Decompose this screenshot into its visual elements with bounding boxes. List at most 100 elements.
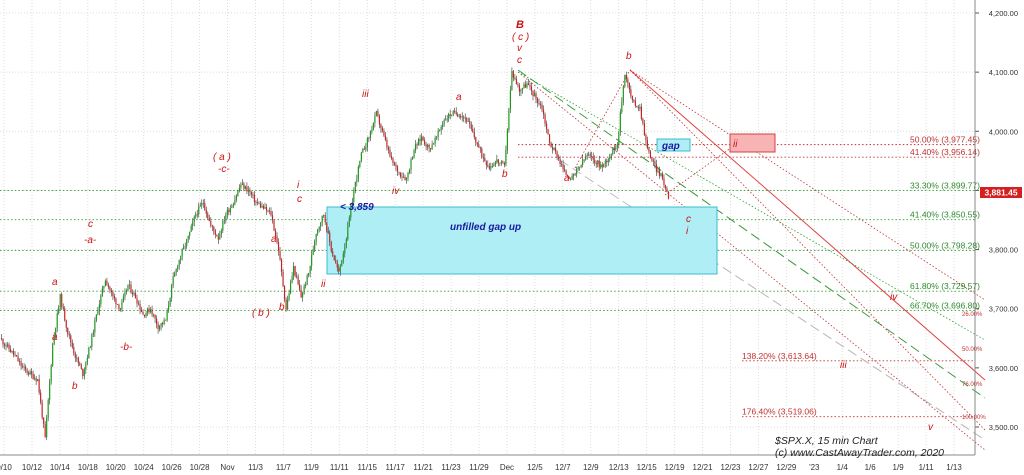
- candle-body: [446, 118, 448, 120]
- candle-body: [223, 220, 225, 222]
- candle-body: [512, 71, 515, 78]
- candle-body: [533, 93, 536, 97]
- candle-body: [306, 275, 308, 285]
- candle-body: [175, 268, 177, 274]
- candle-body: [80, 365, 82, 369]
- wave-label-a-1: a: [52, 277, 58, 288]
- candle-body: [270, 211, 272, 216]
- candle-body: [606, 160, 608, 163]
- candle-body: [417, 139, 420, 146]
- candle-body: [178, 260, 180, 268]
- x-tick-label: 0/10: [0, 463, 12, 472]
- candle-body: [190, 225, 192, 232]
- candle-body: [451, 115, 453, 117]
- candle-body: [198, 206, 200, 215]
- candle-body: [131, 292, 134, 295]
- candle-body: [244, 186, 247, 189]
- candle-body: [41, 402, 43, 418]
- candle-body: [169, 297, 171, 306]
- candle-body: [24, 366, 27, 370]
- candle-body: [76, 357, 78, 359]
- candle-body: [625, 74, 627, 80]
- candle-body: [464, 117, 466, 119]
- candle-body: [557, 157, 560, 159]
- candle-body: [430, 148, 432, 150]
- candle-body: [277, 242, 280, 252]
- candle-body: [482, 157, 484, 158]
- candle-body: [458, 115, 460, 117]
- candle-body: [202, 203, 204, 204]
- candle-body: [667, 191, 670, 199]
- candle-body: [168, 305, 170, 311]
- candle-body: [377, 110, 379, 116]
- x-tick-label: 12/23: [720, 463, 741, 472]
- wave-label-a-2: a: [52, 332, 58, 343]
- candle-body: [554, 148, 557, 152]
- candle-body: [508, 109, 510, 131]
- candle-body: [535, 93, 537, 99]
- candle-body: [118, 304, 120, 310]
- candle-body: [538, 102, 540, 104]
- minor-percent-label: 50.00%: [962, 347, 983, 353]
- wave-label-v-2: v: [928, 422, 934, 433]
- candle-body: [347, 225, 349, 240]
- candle-body: [46, 417, 48, 438]
- candle-body: [181, 249, 183, 257]
- candle-body: [553, 148, 555, 150]
- candle-body: [588, 154, 590, 156]
- x-tick-label: 11/17: [385, 463, 405, 472]
- gap-label: unfilled gap up: [450, 222, 521, 233]
- candle-body: [381, 128, 384, 131]
- x-tick-label: 1/11: [919, 463, 935, 472]
- candle-body: [640, 106, 642, 119]
- candle-body: [562, 164, 564, 170]
- candle-body: [550, 142, 552, 148]
- candle-body: [29, 371, 31, 375]
- candle-body: [273, 220, 275, 231]
- candle-body: [631, 95, 633, 100]
- dotted-red-fan-3: [517, 71, 986, 451]
- candle-body: [211, 225, 213, 227]
- candle-body: [353, 189, 355, 203]
- candle-body: [193, 216, 195, 222]
- y-tick-label: 4,200.00: [989, 9, 1018, 18]
- candle-body: [419, 139, 421, 142]
- candle-body: [21, 366, 24, 368]
- candle-body: [261, 205, 263, 208]
- wave-label-c-2: c: [297, 194, 302, 205]
- candle-body: [520, 89, 522, 92]
- candle-body: [479, 147, 481, 149]
- candle-body: [268, 210, 271, 212]
- x-tick-label: 10/20: [106, 463, 127, 472]
- candle-body: [428, 144, 430, 149]
- candle-body: [292, 265, 295, 277]
- candle-body: [332, 251, 334, 256]
- candle-body: [560, 164, 563, 165]
- candle-body: [610, 154, 612, 156]
- candle-body: [449, 114, 451, 116]
- candle-body: [613, 147, 615, 150]
- candle-body: [262, 205, 265, 209]
- candle-body: [595, 163, 597, 165]
- candle-body: [333, 255, 335, 261]
- candle-body: [393, 163, 396, 165]
- wave-label-iii-2: iii: [840, 360, 847, 371]
- candle-body: [372, 122, 374, 130]
- wave-label-big-b: B: [516, 19, 524, 31]
- candle-body: [600, 164, 602, 168]
- candle-body: [160, 323, 162, 327]
- candle-body: [235, 196, 237, 200]
- gridlines: [0, 0, 975, 455]
- candle-body: [423, 140, 426, 145]
- x-tick-label: 12/9: [583, 463, 599, 472]
- candle-body: [137, 303, 140, 305]
- candle-body: [55, 327, 57, 336]
- x-tick-label: 10/14: [50, 463, 71, 472]
- x-tick-label: '23: [809, 463, 820, 472]
- candle-body: [40, 392, 42, 403]
- candle-body: [56, 313, 58, 328]
- candle-body: [506, 130, 508, 150]
- candle-body: [101, 288, 103, 296]
- x-tick-label: 1/4: [837, 463, 849, 472]
- candle-body: [82, 368, 84, 377]
